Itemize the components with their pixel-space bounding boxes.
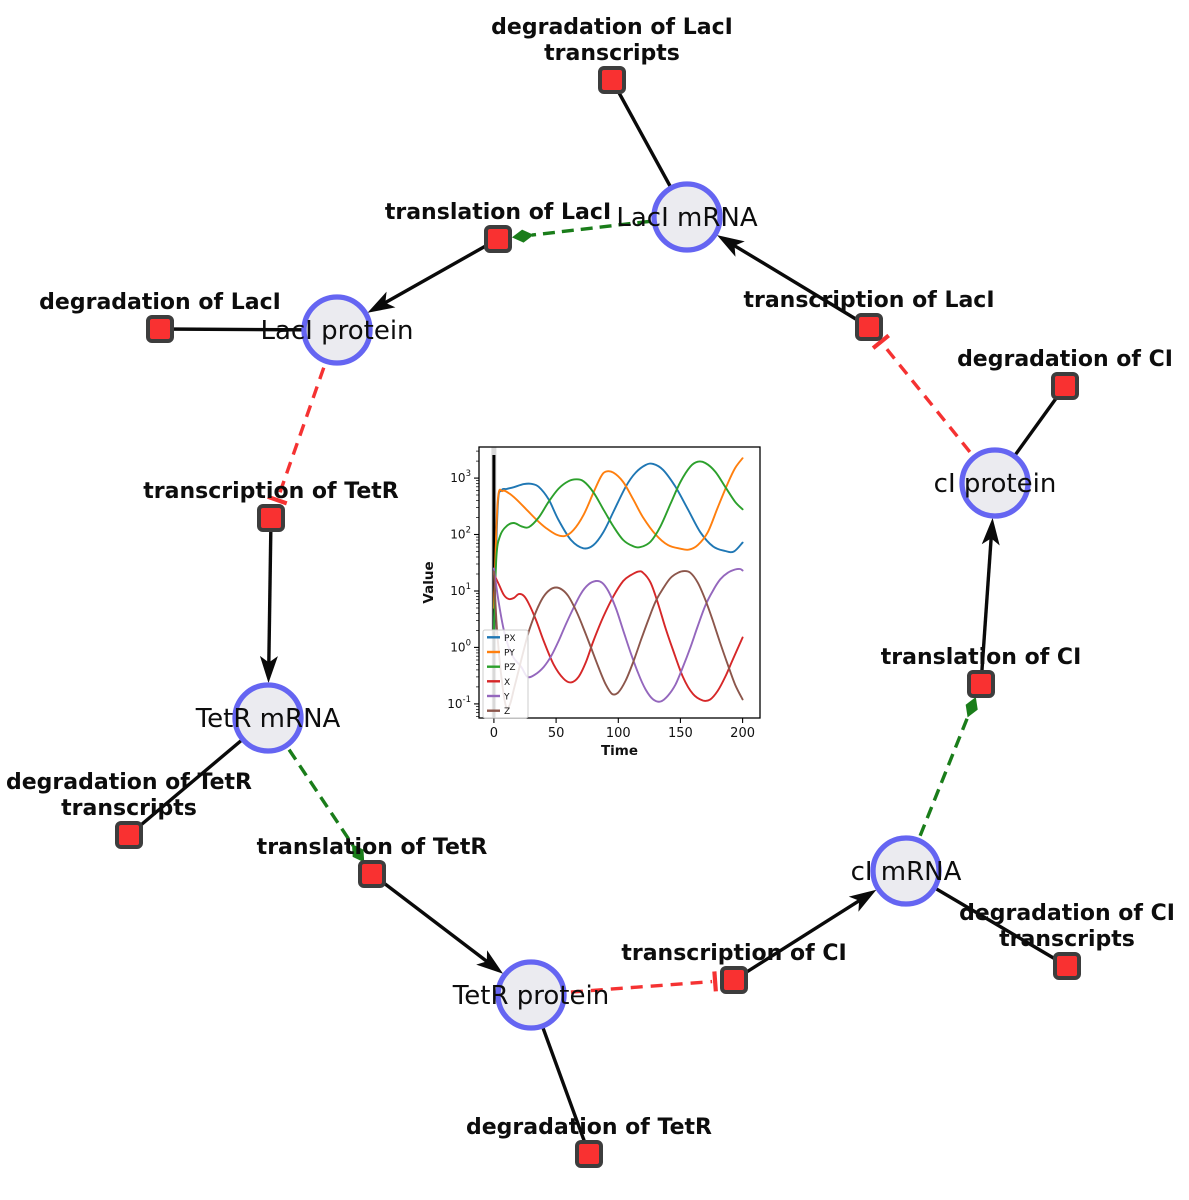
x-tick-label: 150	[668, 726, 693, 741]
label-transl-cI: translation of CI	[881, 645, 1082, 670]
series-line-X	[492, 570, 744, 702]
reaction-node-deg-lacI	[146, 315, 174, 343]
arrowhead-icon	[367, 291, 396, 313]
x-axis-label: Time	[601, 743, 638, 759]
edge-line-production	[733, 897, 863, 982]
y-tick-label: 103	[450, 469, 471, 485]
legend: PX PY PZ XYZ	[482, 629, 529, 719]
x-tick-label: 50	[548, 726, 565, 741]
reaction-node-transl-tetR	[358, 860, 386, 888]
series-line-PX	[492, 462, 744, 632]
chart-series	[492, 457, 744, 710]
label-deg-tetR-transcripts-line2: transcripts	[61, 796, 197, 821]
nodes	[115, 66, 1081, 1168]
node-labels: LacI mRNA LacI protein cI protein TetR mRNA…	[6, 15, 1175, 1140]
inhibition-tbar-icon	[712, 971, 718, 992]
arrowhead-icon	[259, 655, 278, 683]
species-node-cI-protein	[959, 447, 1031, 519]
label-transcr-cI: transcription of CI	[621, 941, 846, 966]
series-line-PY	[492, 457, 744, 609]
edge-transcr-lacI--lacI-mRNA	[717, 235, 870, 329]
label-deg-lacI-transcripts-line1: degradation of LacI	[491, 15, 733, 40]
arrowhead-icon	[476, 950, 504, 974]
label-deg-lacI: degradation of LacI	[39, 290, 281, 315]
reaction-node-transcr-lacI	[855, 313, 883, 341]
edge-line-production	[382, 237, 499, 306]
series-line-PZ	[492, 460, 744, 632]
catalysis-diamond-icon	[965, 697, 978, 718]
x-tick-label: 200	[730, 726, 755, 741]
reaction-node-deg-tetR	[575, 1140, 603, 1168]
arrowhead-icon	[981, 517, 1000, 546]
catalysis-diamond-icon	[511, 229, 534, 243]
label-tetR-mRNA: TetR mRNA	[195, 704, 341, 734]
y-tick-label: 10-1	[447, 695, 471, 711]
arrowhead-icon	[717, 235, 745, 257]
legend-label-Z: Z	[504, 707, 510, 717]
y-tick-label: 102	[450, 526, 471, 542]
legend-label-Y: Y	[503, 693, 510, 703]
label-lacI-protein: LacI protein	[260, 316, 413, 346]
x-tick-label: 0	[490, 726, 498, 741]
reaction-node-deg-cI-transcripts	[1053, 952, 1081, 980]
reaction-node-deg-cI	[1051, 372, 1079, 400]
label-deg-tetR: degradation of TetR	[466, 1115, 712, 1140]
label-deg-cI-transcripts-line2: transcripts	[999, 927, 1135, 952]
edge-line-production	[979, 535, 993, 685]
species-node-lacI-protein	[301, 294, 373, 366]
label-deg-tetR-transcripts-line1: degradation of TetR	[6, 770, 252, 795]
network-layer: LacI mRNA LacI protein cI protein TetR mRNA…	[6, 15, 1175, 1168]
label-deg-cI: degradation of CI	[957, 347, 1173, 372]
y-tick-label: 100	[450, 638, 471, 654]
inhibition-tbar-icon	[267, 494, 288, 506]
label-deg-lacI-transcripts-line2: transcripts	[544, 41, 680, 66]
inset-chart: 0 50 100 150 20010-1100101102103TimeValuePXP…	[421, 446, 761, 759]
edge-transl-lacI--lacI-protein	[367, 237, 499, 313]
species-node-lacI-mRNA	[651, 181, 723, 253]
edge-transcr-tetR--tetR-mRNA	[259, 517, 278, 683]
catalysis-diamond-icon	[351, 844, 365, 863]
label-deg-cI-transcripts-line1: degradation of CI	[959, 901, 1175, 926]
label-cI-protein: cI protein	[934, 469, 1057, 499]
arrowhead-icon	[848, 889, 877, 912]
edge-transl-cI--cI-protein	[979, 517, 1000, 685]
label-lacI-mRNA: LacI mRNA	[616, 203, 757, 233]
edge-line-production	[370, 872, 490, 965]
legend-label-PZ: PZ	[504, 663, 516, 673]
edge-transl-tetR--tetR-protein	[370, 872, 504, 974]
species-node-tetR-mRNA	[232, 682, 304, 754]
edge-transcr-cI--cI-mRNA	[733, 889, 877, 982]
axes-spines	[478, 446, 761, 719]
edge-line-production	[267, 517, 273, 666]
edge-line-production	[731, 242, 870, 329]
reaction-node-transl-cI	[967, 670, 995, 698]
legend-label-PX: PX	[504, 634, 516, 644]
species-node-cI-mRNA	[870, 835, 942, 907]
label-transl-tetR: translation of TetR	[257, 835, 488, 860]
y-axis-label: Value	[421, 561, 437, 603]
x-tick-label: 100	[606, 726, 631, 741]
reaction-node-deg-lacI-transcripts	[598, 66, 626, 94]
label-tetR-protein: TetR protein	[452, 981, 609, 1011]
reaction-node-transcr-tetR	[257, 504, 285, 532]
species-node-tetR-protein	[495, 959, 567, 1031]
label-transcr-tetR: transcription of TetR	[143, 479, 399, 504]
label-cI-mRNA: cI mRNA	[851, 857, 962, 887]
reaction-node-deg-tetR-transcripts	[115, 821, 143, 849]
legend-label-X: X	[504, 678, 510, 688]
y-tick-label: 101	[450, 582, 471, 598]
inhibition-tbar-icon	[871, 333, 891, 350]
label-transcr-lacI: transcription of LacI	[743, 288, 994, 313]
reaction-node-transcr-cI	[720, 966, 748, 994]
legend-label-PY: PY	[504, 649, 515, 659]
reaction-node-transl-lacI	[484, 225, 512, 253]
label-transl-lacI: translation of LacI	[385, 200, 611, 225]
